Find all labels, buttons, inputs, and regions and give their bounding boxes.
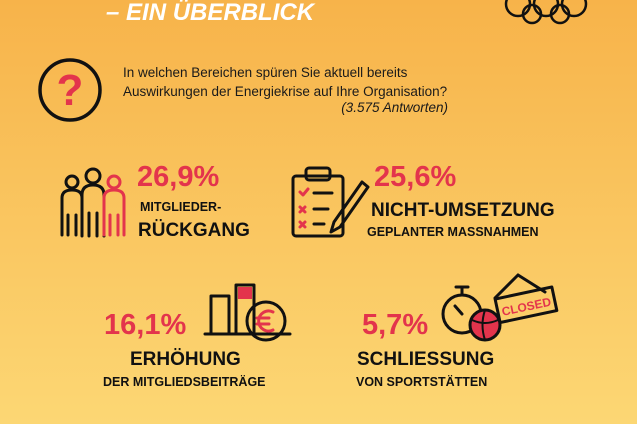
item-line1: MITGLIEDER- xyxy=(140,200,221,214)
bars-euro-icon xyxy=(203,283,292,342)
question-icon-circle xyxy=(38,58,102,122)
item-line2: VON SPORTSTÄTTEN xyxy=(356,374,487,389)
closed-icon xyxy=(441,273,559,342)
item-line2: RÜCKGANG xyxy=(138,220,250,241)
item-percent: 26,9% xyxy=(137,161,219,193)
item-percent: 5,7% xyxy=(362,309,428,341)
question-icon: ? xyxy=(57,66,84,115)
header-title: – EIN ÜBERBLICK xyxy=(106,0,316,26)
item-percent: 16,1% xyxy=(104,309,186,341)
item-line1: ERHÖHUNG xyxy=(130,349,241,370)
item-percent: 25,6% xyxy=(374,161,456,193)
item-line1: SCHLIESSUNG xyxy=(357,349,494,370)
question-responses: (3.575 Antworten) xyxy=(341,100,448,115)
people-icon xyxy=(60,167,126,238)
item-line1: NICHT-UMSETZUNG xyxy=(371,200,555,221)
item-line2: GEPLANTER MASSNAHMEN xyxy=(367,225,539,239)
clipboard-icon xyxy=(291,166,370,238)
question-line: Auswirkungen der Energiekrise auf Ihre O… xyxy=(123,84,447,99)
item-line2: DER MITGLIEDSBEITRÄGE xyxy=(103,374,266,389)
question-line: In welchen Bereichen spüren Sie aktuell … xyxy=(123,65,408,80)
olympic-rings xyxy=(504,0,588,25)
